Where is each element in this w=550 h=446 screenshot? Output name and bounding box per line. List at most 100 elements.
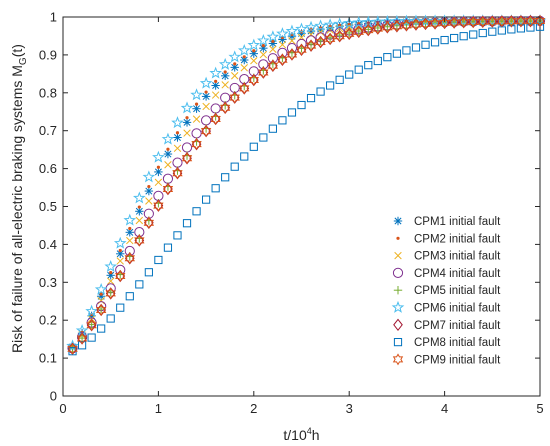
x-axis-ticks: 0 1 2 3 4 5 — [59, 17, 544, 416]
data-point — [94, 282, 108, 295]
data-point — [382, 21, 393, 34]
data-point — [347, 22, 351, 27]
data-point — [128, 226, 132, 231]
data-point — [164, 161, 172, 169]
data-point — [421, 40, 430, 49]
legend-label: CPM4 initial fault — [414, 268, 501, 280]
data-point — [477, 15, 488, 28]
legend-entry: CPM5 initial fault — [393, 285, 501, 297]
data-point — [487, 15, 498, 28]
data-point — [352, 16, 366, 29]
data-point — [469, 30, 478, 39]
data-point — [173, 144, 182, 152]
data-point — [95, 303, 107, 316]
data-point — [209, 66, 222, 79]
data-point — [333, 17, 346, 30]
data-point — [173, 133, 182, 142]
data-point — [249, 142, 258, 151]
data-point — [363, 24, 374, 37]
data-point — [267, 59, 279, 72]
data-point — [419, 14, 432, 27]
data-point — [181, 152, 193, 165]
data-point — [154, 255, 163, 265]
data-point — [106, 277, 115, 285]
data-point — [219, 101, 231, 114]
data-point — [478, 28, 487, 38]
data-point — [383, 53, 392, 62]
data-point — [221, 173, 230, 182]
data-point — [307, 30, 315, 39]
data-point — [411, 43, 421, 52]
data-point — [440, 35, 449, 45]
data-point — [534, 15, 546, 28]
data-point — [342, 16, 356, 29]
data-point — [104, 260, 117, 272]
data-point — [211, 91, 220, 99]
x-axis-label-unit: h — [312, 427, 320, 443]
data-point — [113, 236, 127, 249]
x-tick-label: 0 — [59, 401, 66, 416]
data-point — [239, 82, 250, 95]
data-point — [143, 216, 155, 229]
x-tick-label: 4 — [441, 401, 448, 416]
data-point — [118, 248, 122, 253]
y-axis-label-tail: (t) — [9, 44, 25, 57]
data-point — [161, 132, 175, 145]
data-point — [353, 25, 364, 38]
data-point — [67, 342, 78, 355]
data-point — [278, 40, 287, 49]
y-tick-label: 1 — [50, 10, 57, 25]
data-point — [223, 70, 227, 74]
data-point — [137, 205, 141, 209]
data-point — [458, 16, 469, 29]
data-point — [87, 333, 96, 342]
data-point — [144, 268, 153, 277]
data-point — [447, 14, 461, 27]
data-point — [135, 280, 144, 289]
data-point — [334, 30, 345, 43]
data-point — [233, 62, 237, 66]
data-point — [145, 197, 153, 205]
data-point — [316, 87, 325, 96]
x-tick-label: 5 — [536, 401, 543, 416]
data-point — [326, 81, 335, 90]
data-point — [192, 207, 201, 216]
legend-marker — [393, 338, 403, 347]
data-point — [210, 112, 221, 125]
legend-label: CPM2 initial fault — [414, 233, 501, 245]
y-axis-label: Risk of failure of all-electric braking … — [9, 44, 29, 353]
data-point — [221, 81, 229, 89]
data-point — [515, 15, 527, 28]
legend-label: CPM1 initial fault — [414, 216, 501, 228]
data-point — [190, 88, 203, 101]
data-point — [261, 43, 265, 48]
x-axis-label: t/104h — [283, 426, 319, 443]
data-point — [295, 22, 308, 35]
data-point — [171, 116, 184, 129]
data-point — [335, 75, 344, 84]
legend-label: CPM6 initial fault — [414, 303, 501, 315]
data-point — [211, 81, 220, 90]
data-point — [242, 55, 246, 59]
data-point — [269, 45, 277, 53]
legend-marker — [396, 236, 400, 240]
y-tick-label: 0.1 — [39, 351, 57, 366]
data-point — [391, 20, 403, 33]
data-point — [448, 16, 460, 29]
series-8 — [68, 22, 545, 356]
data-point — [230, 162, 239, 171]
data-point — [115, 270, 126, 283]
data-point — [123, 213, 137, 226]
legend-entry: CPM3 initial fault — [394, 251, 501, 263]
data-point — [86, 319, 97, 332]
data-point — [450, 33, 459, 43]
data-point — [459, 32, 468, 41]
data-point — [202, 102, 210, 111]
data-point — [258, 66, 269, 79]
data-point — [199, 76, 213, 89]
data-point — [192, 104, 201, 113]
data-layer — [66, 14, 547, 356]
data-point — [306, 93, 316, 103]
data-point — [344, 27, 355, 40]
data-point — [105, 287, 116, 300]
